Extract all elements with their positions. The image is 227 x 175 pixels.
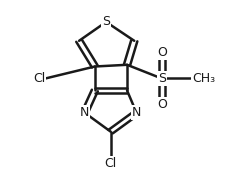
Text: O: O (156, 46, 166, 59)
Text: N: N (80, 106, 89, 119)
Text: S: S (157, 72, 165, 85)
Text: S: S (102, 15, 110, 29)
Text: CH₃: CH₃ (192, 72, 215, 85)
Text: Cl: Cl (104, 157, 116, 170)
Text: N: N (131, 106, 141, 119)
Text: Cl: Cl (33, 72, 45, 85)
Text: O: O (156, 98, 166, 111)
